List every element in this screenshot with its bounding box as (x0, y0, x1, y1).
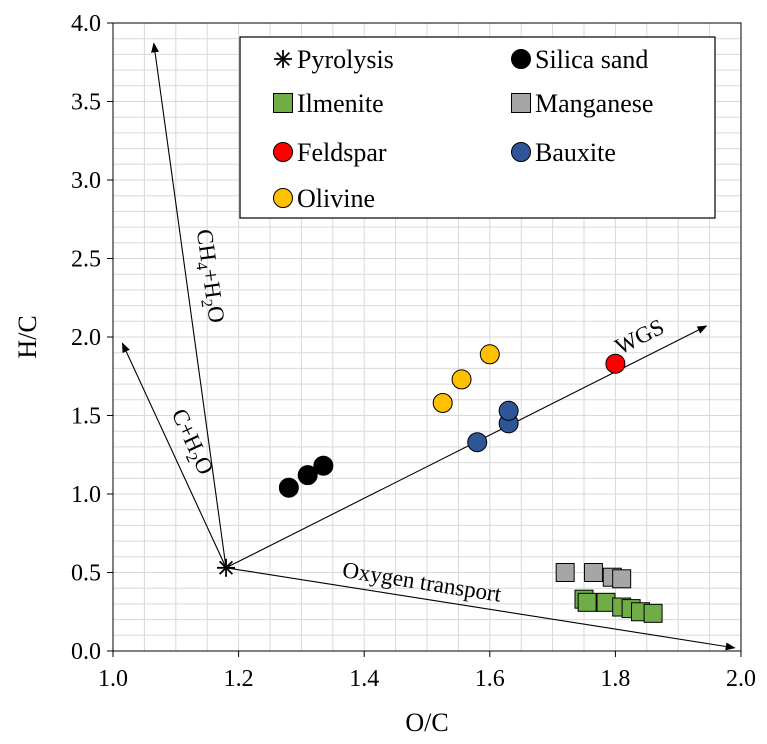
legend-marker-pyrolysis (274, 50, 292, 68)
vector-label: C+H2O (163, 405, 218, 480)
y-axis-label: H/C (13, 315, 42, 358)
y-tick-label: 2.5 (71, 247, 101, 273)
pyrolysis-point (217, 558, 236, 577)
bauxite-point (467, 432, 488, 453)
bauxite-point (498, 400, 519, 421)
star-stroke (275, 51, 291, 67)
legend-box (239, 36, 716, 219)
x-tick-label: 1.4 (349, 666, 379, 692)
vector-arrow (225, 567, 736, 651)
x-axis-label: O/C (405, 708, 448, 737)
legend-marker-feldspar (273, 142, 293, 162)
vector-label-part: 2 (198, 298, 216, 308)
ilmenite-point (643, 603, 663, 623)
silica-sand-point (313, 455, 334, 476)
vector-label-part: +H (197, 267, 226, 300)
vector-label: Oxygen transport (341, 557, 504, 607)
legend-label-ilmenite: Ilmenite (297, 89, 384, 118)
vector-label-part: CH (192, 228, 221, 263)
manganese-point (612, 569, 632, 589)
feldspar-point (605, 353, 626, 374)
vector-label-part: 4 (193, 261, 211, 271)
legend-label-silica-sand: Silica sand (535, 45, 648, 74)
olivine-point (451, 369, 472, 390)
vector-arrow (151, 42, 227, 568)
data-points (217, 344, 663, 623)
vector-arrow (121, 342, 227, 569)
y-tick-label: 2.0 (71, 325, 101, 351)
axis-tick-labels: 1.0 1.2 1.4 1.6 1.8 2.0 0.0 0.5 1.0 1.5 2.0 2.5 3.0 3… (71, 11, 756, 692)
manganese-point (583, 563, 603, 582)
vector-label-part: Oxygen transport (341, 557, 504, 607)
x-tick-label: 1.8 (600, 666, 630, 692)
y-tick-label: 4.0 (71, 11, 101, 37)
legend-marker-manganese (511, 93, 531, 113)
legend-marker-ilmenite (273, 93, 293, 113)
x-tick-label: 1.0 (98, 666, 128, 692)
olivine-point (432, 392, 453, 413)
x-tick-label: 2.0 (726, 666, 756, 692)
silica-sand-point (297, 465, 318, 486)
legend-marker-olivine (273, 188, 293, 208)
y-tick-label: 3.0 (71, 168, 101, 194)
silica-sand-point (278, 477, 299, 498)
y-tick-label: 3.5 (71, 90, 101, 116)
olivine-point (479, 344, 500, 365)
legend-label-pyrolysis: Pyrolysis (297, 45, 394, 74)
vector-arrow (225, 325, 708, 569)
star-stroke (219, 560, 234, 575)
vector-label: CH4+H2O (188, 228, 229, 325)
x-tick-label: 1.2 (224, 666, 254, 692)
vector-label-part: O (202, 305, 229, 325)
legend-marker-silica-sand (511, 49, 531, 69)
legend-label-feldspar: Feldspar (297, 138, 387, 167)
x-tick-label: 1.6 (475, 666, 505, 692)
legend-label-manganese: Manganese (535, 89, 653, 118)
vector-label-part: C+H (166, 405, 208, 456)
legend-label-olivine: Olivine (297, 184, 375, 213)
y-tick-label: 1.0 (71, 482, 101, 508)
legend-label-bauxite: Bauxite (535, 138, 616, 167)
legend: Pyrolysis Silica sand Ilmenite Manganese Fel… (239, 36, 716, 219)
manganese-point (555, 563, 575, 582)
y-tick-label: 1.5 (71, 404, 101, 430)
y-tick-label: 0.5 (71, 561, 101, 587)
ilmenite-point (577, 592, 597, 612)
y-tick-label: 0.0 (71, 639, 101, 665)
legend-marker-bauxite (511, 142, 531, 162)
